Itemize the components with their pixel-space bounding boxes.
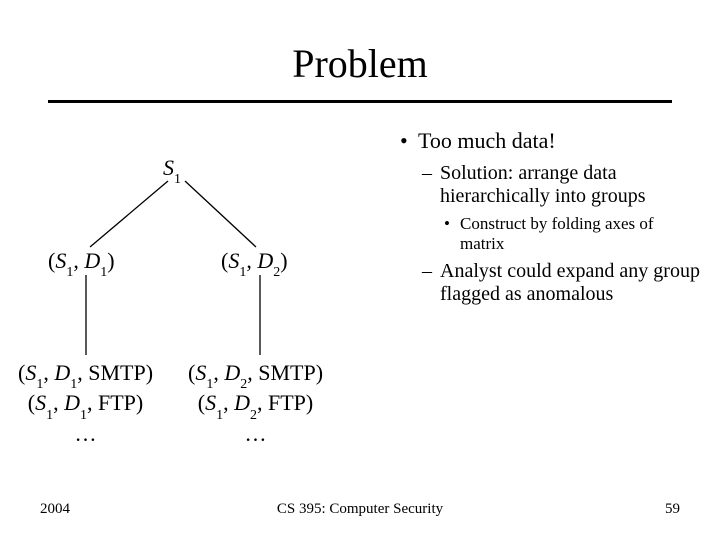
- tree-node-l1a: (S1, D1): [48, 248, 115, 278]
- tree-edge: [185, 181, 256, 247]
- footer-course: CS 395: Computer Security: [0, 501, 720, 518]
- slide-title: Problem: [0, 42, 720, 86]
- tree-node-l1b: (S1, D2): [221, 248, 288, 278]
- bullet-l2-solution: Solution: arrange data hierarchically in…: [422, 162, 700, 208]
- bullet-list: Too much data! Solution: arrange data hi…: [400, 128, 700, 312]
- tree-node-root: S1: [163, 155, 181, 185]
- bullet-l3-construct: Construct by folding axes of matrix: [444, 214, 700, 254]
- hierarchy-tree: S1(S1, D1)(S1, D2)(S1, D1, SMTP)(S1, D1,…: [38, 155, 388, 465]
- slide: Problem S1 (S1, D1) (S1, D2) (S1, D1, SMTP)…: [0, 0, 720, 540]
- tree-node-l2b: (S1, D2, SMTP)(S1, D2, FTP)…: [188, 360, 323, 446]
- title-underline: [48, 100, 672, 103]
- bullet-l1: Too much data!: [400, 128, 700, 154]
- tree-node-l2a: (S1, D1, SMTP)(S1, D1, FTP)…: [18, 360, 153, 446]
- footer-page-number: 59: [665, 501, 680, 518]
- bullet-l2-analyst: Analyst could expand any group flagged a…: [422, 260, 700, 306]
- tree-edge: [90, 181, 168, 247]
